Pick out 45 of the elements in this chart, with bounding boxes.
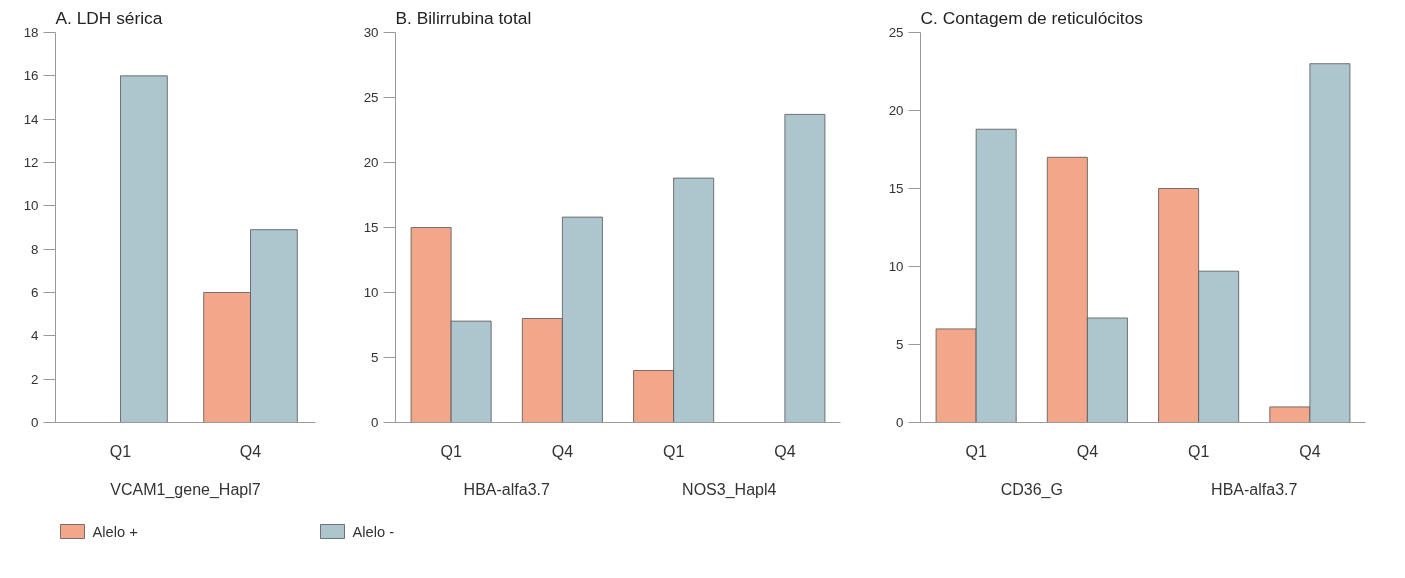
y-tick-label: 8 bbox=[31, 241, 39, 257]
text: VCAM1_gene_Hapl7 bbox=[110, 480, 261, 499]
y-tick-label: 10 bbox=[888, 259, 904, 274]
y-tick-label: 15 bbox=[363, 220, 379, 235]
y-tick-label: 10 bbox=[23, 198, 39, 214]
legend-label: Alelo - bbox=[352, 523, 395, 540]
y-tick-label: 15 bbox=[888, 181, 904, 196]
y-tick-label: 0 bbox=[371, 415, 379, 430]
text: NOS3_Hapl4 bbox=[682, 480, 777, 499]
y-tick-label: 6 bbox=[31, 285, 39, 300]
y-tick-label: 14 bbox=[23, 111, 40, 127]
text: HBA-alfa3.7 bbox=[1211, 480, 1298, 498]
y-tick-label: 5 bbox=[371, 350, 379, 365]
x-tick-label: Q4 bbox=[1299, 442, 1321, 460]
y-tick-label: 20 bbox=[363, 155, 379, 170]
y-tick-label: 0 bbox=[31, 415, 39, 430]
y-tick-label: 10 bbox=[363, 285, 379, 300]
chart-title: C. Contagem de reticulócitos bbox=[920, 7, 1144, 28]
y-tick-label: 12 bbox=[23, 155, 39, 170]
y-tick-label: 2 bbox=[31, 371, 39, 387]
y-tick-label: 30 bbox=[363, 25, 379, 40]
x-tick-label: Q1 bbox=[662, 442, 685, 460]
y-tick-label: 20 bbox=[888, 103, 904, 118]
y-tick-label: 0 bbox=[896, 415, 904, 430]
y-tick-label: 4 bbox=[31, 328, 40, 344]
chart-title: B. Bilirrubina total bbox=[395, 7, 532, 28]
chart-title: A. LDH sérica bbox=[55, 7, 163, 28]
y-tick-label: 5 bbox=[896, 337, 904, 352]
x-tick-label: Q4 bbox=[774, 442, 796, 460]
x-tick-label: Q1 bbox=[965, 442, 987, 460]
x-tick-label: Q1 bbox=[440, 442, 462, 460]
text: CD36_G bbox=[1000, 480, 1063, 499]
y-tick-label: 25 bbox=[888, 25, 904, 40]
legend-label: Alelo + bbox=[92, 523, 138, 540]
bar bbox=[120, 75, 168, 423]
x-tick-label: Q1 bbox=[1187, 442, 1210, 460]
x-tick-label: Q4 bbox=[551, 442, 574, 460]
x-tick-label: Q1 bbox=[109, 442, 132, 460]
y-tick-label: 25 bbox=[363, 90, 379, 105]
y-tick-label: 18 bbox=[23, 25, 39, 40]
y-tick-label: 16 bbox=[23, 68, 39, 84]
x-tick-label: Q4 bbox=[1076, 442, 1099, 460]
x-tick-label: Q4 bbox=[239, 442, 262, 460]
text: HBA-alfa3.7 bbox=[463, 480, 550, 498]
bar bbox=[784, 114, 826, 423]
